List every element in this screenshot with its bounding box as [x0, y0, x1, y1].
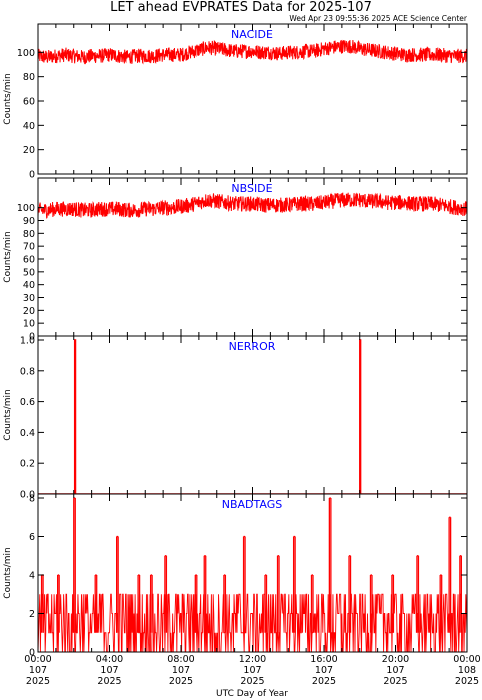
y-tick-label: 0.4: [20, 428, 35, 439]
x-axis: 00:00107202504:00107202508:00107202512:0…: [24, 654, 480, 687]
y-tick-label: 10: [23, 319, 35, 330]
y-tick-label: 4: [29, 571, 35, 582]
y-tick-label: 0: [29, 648, 35, 659]
y-tick-label: 70: [23, 242, 35, 253]
panel-label: NBADTAGS: [222, 498, 282, 511]
y-tick-label: 6: [29, 532, 35, 543]
y-axis-label: Counts/min: [3, 231, 13, 282]
y-tick-label: 90: [23, 216, 35, 227]
panel-frame: [37, 335, 468, 495]
y-tick-label: 0.0: [20, 490, 35, 501]
panel-nerror: 0.0 0.2 0.4 0.6 0.8 1.0 NERROR Counts/min: [3, 335, 468, 501]
y-tick-label: 20: [23, 145, 35, 156]
y-axis-label: Counts/min: [3, 73, 13, 124]
y-tick-label: 0: [29, 332, 35, 343]
y-tick-label: 50: [23, 267, 35, 278]
series-line-nerror: [38, 339, 467, 494]
series-line-nacide: [38, 39, 467, 65]
x-tick-label: 04:00: [96, 654, 123, 665]
x-tick-label: 107: [315, 665, 333, 676]
y-tick-label: 60: [23, 97, 35, 108]
x-tick-label: 107: [29, 665, 47, 676]
panel-nacide: 0 20 40 60 80 100 NACIDE Counts/min: [3, 23, 468, 181]
y-tick-label: 0.8: [20, 366, 35, 377]
x-tick-label: 12:00: [239, 654, 266, 665]
x-tick-label: 107: [243, 665, 261, 676]
series-line-nbside: [38, 192, 467, 219]
panel-label: NERROR: [229, 340, 276, 353]
y-tick-label: 40: [23, 121, 35, 132]
x-tick-label: 108: [458, 665, 476, 676]
y-tick-label: 80: [23, 229, 35, 240]
y-tick-label: 80: [23, 72, 35, 83]
panel-label: NACIDE: [231, 28, 273, 41]
x-tick-label: 2025: [26, 676, 50, 687]
y-axis-label: Counts/min: [3, 389, 13, 440]
x-tick-label: 08:00: [167, 654, 194, 665]
y-tick-label: 20: [23, 306, 35, 317]
y-tick-label: 0.2: [20, 459, 35, 470]
y-tick-label: 2: [29, 609, 35, 620]
chart-timestamp: Wed Apr 23 09:55:36 2025 ACE Science Cen…: [289, 14, 468, 23]
x-tick-label: 107: [386, 665, 404, 676]
y-axis-label: Counts/min: [3, 547, 13, 598]
y-tick-label: 100: [17, 203, 35, 214]
x-axis-label: UTC Day of Year: [216, 689, 288, 699]
x-tick-label: 2025: [169, 676, 193, 687]
x-tick-label: 107: [172, 665, 190, 676]
x-tick-label: 107: [100, 665, 118, 676]
y-tick-label: 30: [23, 293, 35, 304]
series-line-nbadtags: [38, 593, 467, 652]
y-tick-label: 8: [29, 494, 35, 505]
series-nbadtags: [38, 497, 467, 652]
panel-nbadtags: 0 2 4 6 8 NBADTAGS Counts/min: [3, 493, 468, 659]
x-tick-label: 2025: [455, 676, 479, 687]
x-tick-label: 16:00: [310, 654, 337, 665]
chart-title: LET ahead EVPRATES Data for 2025-107: [110, 0, 372, 15]
panel-frame: [37, 23, 468, 175]
series-nbside: [38, 192, 467, 219]
y-tick-label: 0.6: [20, 397, 35, 408]
panel-label: NBSIDE: [231, 182, 272, 195]
y-tick-label: 0: [29, 170, 35, 181]
series-nerror: [38, 339, 467, 494]
x-tick-label: 00:00: [24, 654, 51, 665]
y-tick-label: 1.0: [20, 336, 35, 347]
x-tick-label: 2025: [97, 676, 121, 687]
x-tick-label: 2025: [240, 676, 264, 687]
x-tick-label: 20:00: [382, 654, 409, 665]
y-tick-label: 40: [23, 280, 35, 291]
series-nacide: [38, 39, 467, 65]
panels: 020406080100NACIDECounts/min010203040506…: [3, 23, 468, 659]
y-tick-label: 60: [23, 255, 35, 266]
x-tick-label: 00:00: [453, 654, 480, 665]
x-tick-label: 2025: [312, 676, 336, 687]
y-tick-label: 100: [17, 48, 35, 59]
x-tick-label: 2025: [383, 676, 407, 687]
